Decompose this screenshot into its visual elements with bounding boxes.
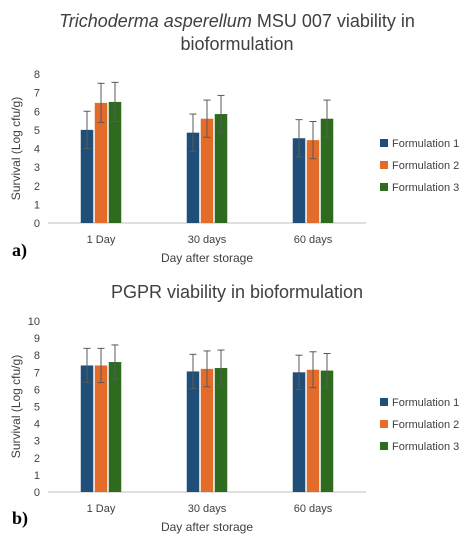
bar-b-2 [306,369,320,492]
chart-title-a: Trichoderma asperellum MSU 007 viability… [0,10,474,56]
x-tick-label-a: 1 Day [87,234,116,246]
legend-label-b-3: Formulation 3 [392,441,459,453]
bar-b-1 [186,371,200,492]
legend-label-b-2: Formulation 2 [392,419,459,431]
bar-a-1 [292,138,306,223]
y-tick-label-a: 8 [34,69,40,81]
y-tick-label-a: 3 [34,162,40,174]
bar-a-1 [186,132,200,223]
bar-a-1 [80,129,94,223]
bar-a-2 [306,140,320,223]
y-tick-label-a: 4 [34,144,40,156]
error-bar-a [295,119,303,158]
bar-b-1 [80,365,94,492]
legend-label-b-1: Formulation 1 [392,397,459,409]
error-bar-b [203,350,211,388]
panel-label-b: b) [12,508,29,528]
error-bar-b [309,351,317,389]
bar-chart-b: 0 1 2 3 4 5 6 7 8 9 10 1 Day 30 days 60 days Day after… [9,316,459,534]
y-tick-label-b: 4 [34,419,40,431]
error-bar-a [203,99,211,138]
x-tick-label-a: 60 days [294,234,333,246]
y-tick-label-b: 8 [34,350,40,362]
y-tick-label-a: 2 [34,181,40,193]
error-bar-b [323,352,331,389]
legend-label-a-3: Formulation 3 [392,182,459,194]
y-axis-title-b: Survival (Log cfu/g) [9,355,23,458]
x-axis-title-a: Day after storage [161,251,253,265]
legend-swatch-a-2 [380,161,388,169]
bar-a-2 [94,102,108,223]
bar-a-3 [108,101,122,223]
y-tick-label-b: 10 [28,316,40,328]
bar-b-3 [214,368,228,492]
bar-b-3 [108,362,122,492]
bar-a-3 [320,118,334,223]
y-tick-label-a: 6 [34,106,40,118]
error-bar-b [111,344,119,380]
y-tick-label-b: 7 [34,367,40,379]
bar-b-1 [292,372,306,492]
chart-panel-a: Trichoderma asperellum MSU 007 viability… [0,10,474,265]
error-bar-b [295,354,303,390]
chart-title-a-rest: MSU 007 viability in [251,11,415,31]
legend-swatch-a-1 [380,139,388,147]
chart-title-a-italic: Trichoderma asperellum [59,11,252,31]
y-axis-title-a: Survival (Log cfu/g) [9,97,23,200]
legend-label-a-1: Formulation 1 [392,138,459,150]
y-tick-label-a: 5 [34,125,40,137]
error-bar-a [111,81,119,122]
y-tick-label-a: 0 [34,218,40,230]
error-bar-a [309,120,317,160]
error-bar-a [323,99,331,138]
y-tick-label-b: 9 [34,333,40,345]
error-bar-b [97,347,105,384]
error-bar-b [83,347,91,384]
x-axis-title-b: Day after storage [161,520,253,534]
bar-chart-a: 0 1 2 3 4 5 6 7 8 1 Day 30 days 60 days Day after st… [9,69,459,265]
chart-title-b: PGPR viability in bioformulation [110,282,364,302]
bar-b-3 [320,370,334,492]
error-bar-b [217,349,225,387]
y-tick-label-b: 5 [34,402,40,414]
y-tick-label-b: 6 [34,384,40,396]
bar-b-2 [94,365,108,492]
error-bar-a [97,82,105,123]
panel-label-a: a) [12,240,27,260]
x-tick-label-b: 1 Day [87,503,116,515]
error-bar-a [83,110,91,149]
x-tick-label-b: 60 days [294,503,333,515]
legend-swatch-b-3 [380,442,388,450]
error-bar-a [217,94,225,134]
chart-title-a-line2: bioformulation [180,34,294,54]
y-tick-label-b: 3 [34,436,40,448]
bar-a-3 [214,114,228,223]
chart-panel-b: PGPR viability in bioformulation 0 1 2 3 4 5 6… [0,270,474,540]
bar-a-2 [200,118,214,223]
error-bar-a [189,113,197,152]
legend-swatch-b-1 [380,398,388,406]
x-tick-label-a: 30 days [188,234,227,246]
y-tick-label-a: 1 [34,199,40,211]
y-tick-label-b: 1 [34,470,40,482]
legend-swatch-a-3 [380,183,388,191]
y-tick-label-b: 0 [34,487,40,499]
error-bar-b [189,353,197,390]
legend-label-a-2: Formulation 2 [392,160,459,172]
x-tick-label-b: 30 days [188,503,227,515]
legend-swatch-b-2 [380,420,388,428]
y-tick-label-a: 7 [34,88,40,100]
y-tick-label-b: 2 [34,453,40,465]
bar-b-2 [200,368,214,492]
